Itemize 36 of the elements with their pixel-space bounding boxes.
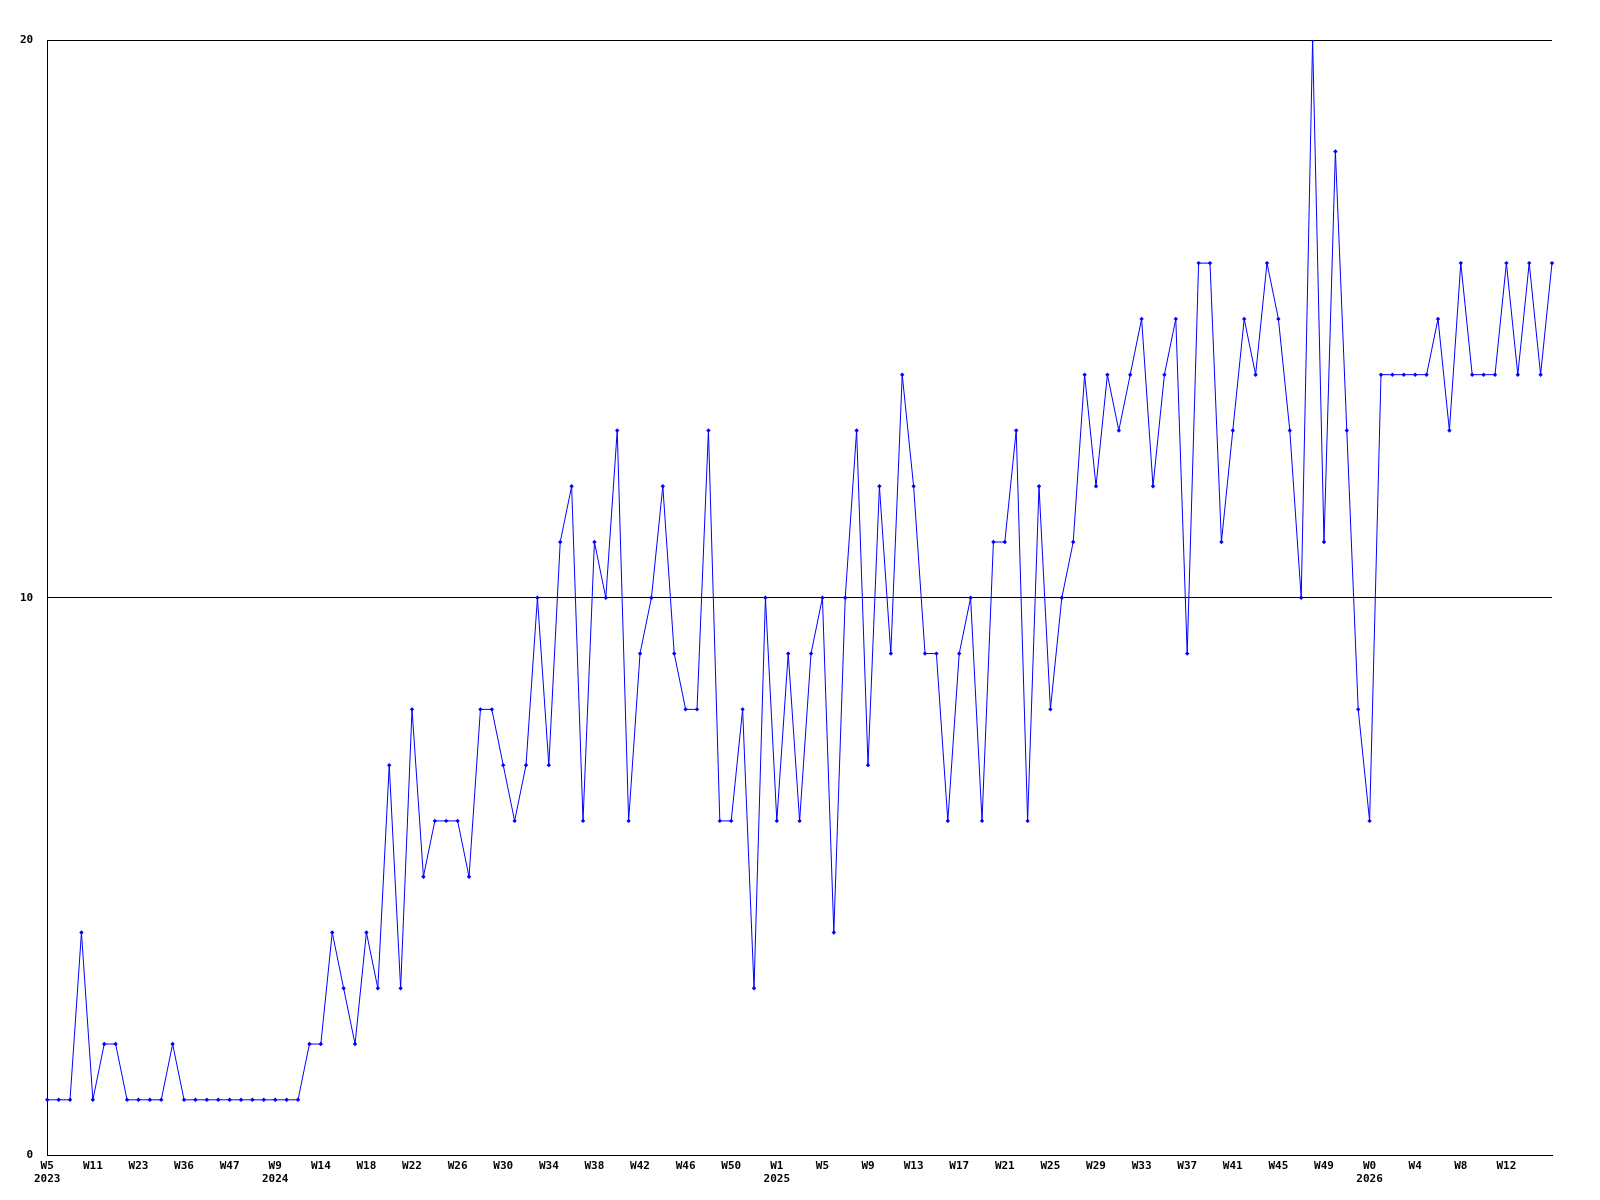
y-tick-label: 20 [20,32,34,46]
x-tick-label: W5 [815,1159,830,1173]
x-tick-label: W23 [128,1159,149,1173]
x-tick-label: W34 [538,1159,560,1173]
x-tick-label: W50 [721,1159,742,1173]
x-tick-label: W21 [994,1159,1016,1173]
x-tick-label: W38 [584,1159,605,1173]
x-tick-label: W4 [1408,1159,1423,1173]
x-tick-label: W1 2025 [763,1159,791,1186]
x-tick-label: W30 [493,1159,514,1173]
x-tick-label: W49 [1314,1159,1334,1173]
x-tick-label: W25 [1040,1159,1061,1173]
x-tick-label: W12 [1496,1159,1517,1173]
x-tick-label: W46 [675,1159,696,1173]
x-tick-label: W13 [903,1159,924,1173]
x-tick-label: W33 [1131,1159,1152,1173]
x-tick-label: W41 [1222,1159,1244,1173]
x-tick-label: W9 [861,1159,875,1173]
x-tick-label: W36 [174,1159,195,1173]
x-tick-label: W26 [447,1159,468,1173]
x-tick-label: W11 [82,1159,104,1173]
y-tick-label: 10 [20,590,34,604]
x-tick-label: W42 [630,1159,650,1173]
x-tick-label: W14 [310,1159,332,1173]
x-tick-label: W8 [1454,1159,1468,1173]
x-tick-label: W47 [219,1159,240,1173]
x-tick-label: W0 2026 [1356,1159,1384,1186]
x-tick-label: W45 [1268,1159,1289,1173]
x-tick-label: W29 [1086,1159,1106,1173]
x-tick-label: W9 2024 [261,1159,289,1186]
x-tick-label: W22 [402,1159,422,1173]
y-tick-label: 0 [26,1148,34,1162]
x-tick-label: W17 [949,1159,970,1173]
x-tick-label: W18 [356,1159,377,1173]
x-tick-label: W37 [1177,1159,1198,1173]
x-tick-label: W5 2023 [34,1159,61,1186]
